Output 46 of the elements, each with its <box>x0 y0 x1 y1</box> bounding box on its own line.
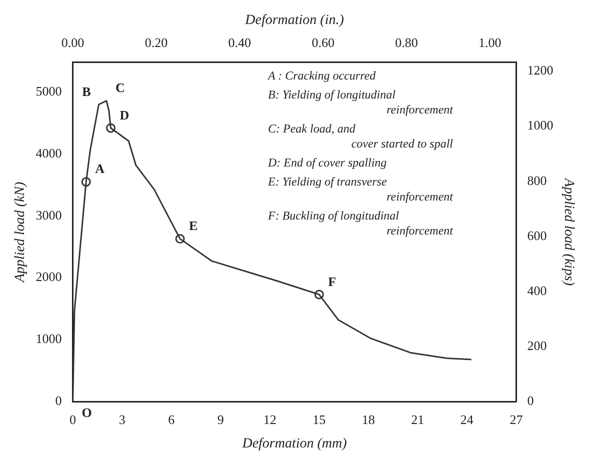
x-tick-label: 27 <box>510 412 524 427</box>
x-tick-label: 18 <box>362 412 375 427</box>
y2-tick-label: 200 <box>527 338 547 353</box>
annotation: C: Peak load, and cover started to spall <box>268 122 454 151</box>
y-tick-label: 1000 <box>36 331 62 346</box>
x-axis-title: Deformation (mm) <box>241 436 348 452</box>
x-tick-label: 21 <box>411 412 424 427</box>
x2-tick-label: 0.00 <box>61 35 84 50</box>
y-tick-label: 2000 <box>36 269 62 284</box>
x2-tick-label: 0.60 <box>312 35 334 50</box>
y2-tick-label: 1200 <box>527 62 554 78</box>
annotation: O <box>82 404 92 420</box>
y2-tick-label: 600 <box>527 228 547 243</box>
annotation: E <box>189 218 198 234</box>
y-tick-label: 4000 <box>36 145 62 160</box>
x2-tick-label: 1.00 <box>478 35 502 50</box>
y2-tick-label: 800 <box>527 172 547 188</box>
y2-tick-label: 400 <box>527 282 547 298</box>
y-axis-title: Applied load (kN) <box>13 182 28 284</box>
annotation: E: Yielding of transverse reinforcement <box>267 174 454 204</box>
annotation: A <box>95 161 106 176</box>
x-tick-label: 15 <box>312 412 326 427</box>
x-tick-label: 9 <box>217 412 224 427</box>
annotation: F <box>328 274 336 289</box>
annotation: B <box>82 84 92 99</box>
y-tick-label: 3000 <box>36 207 62 222</box>
annotation: D: End of cover spalling <box>267 156 387 170</box>
x-tick-label: 24 <box>460 412 474 427</box>
x-tick-label: 3 <box>118 412 126 427</box>
x2-tick-label: 0.20 <box>144 35 168 50</box>
x-tick-label: 6 <box>168 412 176 427</box>
x2-tick-label: 0.80 <box>395 35 418 50</box>
y2-axis-title: Applied load (kips) <box>560 177 576 286</box>
y-tick-label: 5000 <box>36 84 62 99</box>
x-tick-label: 0 <box>70 412 76 427</box>
annotation: F: Buckling of longitudinal reinforcement <box>267 208 454 238</box>
y2-tick-label: 1000 <box>527 118 554 133</box>
y2-tick-label: 0 <box>527 393 534 408</box>
annotation: C <box>115 80 125 96</box>
annotation: B: Yielding of longitudinal reinforcement <box>268 88 454 117</box>
y-tick-label: 0 <box>55 393 62 408</box>
annotation: D <box>120 107 130 122</box>
x-tick-label: 12 <box>263 412 276 427</box>
annotation: A : Cracking occurred <box>267 68 377 83</box>
x2-axis-title: Deformation (in.) <box>244 13 344 28</box>
x2-tick-label: 0.40 <box>228 35 252 50</box>
